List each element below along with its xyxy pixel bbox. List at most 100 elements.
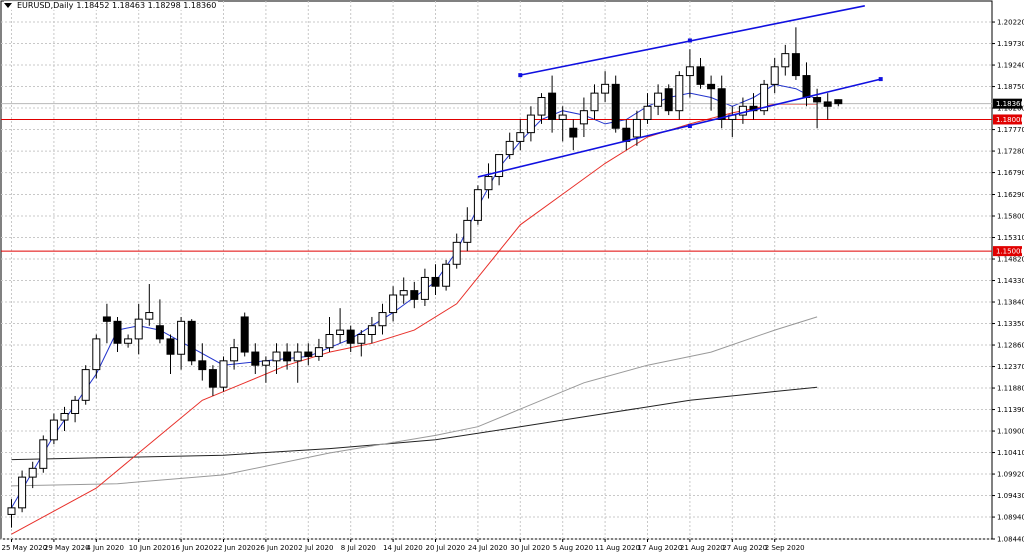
candle <box>134 303 143 355</box>
candle <box>707 75 716 111</box>
candle-body-bull <box>558 114 567 120</box>
candle-body-bull <box>505 140 514 156</box>
candle <box>81 365 90 405</box>
candle-body-bull <box>357 333 366 344</box>
candle-body-bear <box>834 99 843 105</box>
candle-body-bull <box>526 114 535 134</box>
time-tick-label: 11 Aug 2020 <box>595 544 640 552</box>
candle-body-bull <box>389 294 398 314</box>
candle-body-bear <box>548 92 557 120</box>
candle-body-bull <box>685 66 694 77</box>
candle-body-bear <box>155 325 164 340</box>
price-tick-label: 1.13840 <box>997 299 1024 307</box>
plot-frame <box>0 0 993 540</box>
candle <box>177 316 186 370</box>
candle-body-bear <box>696 66 705 85</box>
current-price-badge: 1.18360 <box>993 98 1024 109</box>
candle-body-bull <box>463 219 472 243</box>
candle-body-bull <box>272 351 281 362</box>
candle-body-bear <box>611 83 620 129</box>
badge-label: 1.15000 <box>996 248 1024 256</box>
candle <box>526 106 535 142</box>
dropdown-triangle-icon[interactable] <box>4 3 12 8</box>
candle <box>601 71 610 102</box>
candle <box>198 343 207 381</box>
candle-body-bull <box>293 351 302 362</box>
candle-body-bull <box>537 97 546 116</box>
candle-body-bull <box>367 325 376 335</box>
price-tick-label: 1.17770 <box>997 126 1024 134</box>
candle-body-bull <box>177 320 186 355</box>
ohlc-values: 1.18452 1.18463 1.18298 1.18360 <box>76 1 217 10</box>
candle <box>102 303 111 344</box>
candle-body-bear <box>410 290 419 300</box>
candle <box>537 93 546 124</box>
candle-body-bull <box>18 476 27 509</box>
candle <box>49 413 58 445</box>
candle <box>654 84 663 116</box>
price-tick-label: 1.10410 <box>997 449 1024 457</box>
candle-body-bear <box>569 127 578 138</box>
candle <box>357 330 366 357</box>
candle <box>505 132 514 159</box>
candle-body-bear <box>208 369 217 388</box>
ma-slow-line <box>11 316 818 487</box>
candle-body-bull <box>39 439 48 469</box>
candle <box>166 334 175 374</box>
time-tick-label: 8 Jul 2020 <box>341 544 376 552</box>
candle-body-bull <box>399 290 408 296</box>
candle-body-bear <box>707 83 716 90</box>
candle <box>293 343 302 383</box>
candle-body-bear <box>283 351 292 362</box>
candle-body-bull <box>675 75 684 112</box>
channel-anchor-handle <box>687 124 692 129</box>
price-tick-label: 1.17280 <box>997 148 1024 156</box>
candle-body-bull <box>579 110 588 125</box>
badge-background <box>993 98 1022 109</box>
candle-body-bull <box>81 369 90 401</box>
candle <box>696 58 705 89</box>
trend-channel[interactable] <box>477 5 883 178</box>
candle-body-bull <box>314 347 323 357</box>
candle <box>230 338 239 370</box>
candle-body-bull <box>336 329 345 335</box>
candle-body-bull <box>261 360 270 366</box>
candle <box>590 84 599 120</box>
price-tick-label: 1.14330 <box>997 277 1024 285</box>
candle-body-bear <box>304 351 313 357</box>
candle-body-bull <box>654 92 663 107</box>
candle <box>18 470 27 513</box>
candle-body-bull <box>7 507 16 515</box>
candle-body-bull <box>124 338 133 344</box>
candle <box>452 233 461 269</box>
candle <box>145 284 154 326</box>
candle <box>495 154 504 186</box>
candle <box>155 299 164 344</box>
chart-header: EURUSD,Daily 1.18452 1.18463 1.18298 1.1… <box>4 1 219 10</box>
candle <box>261 356 270 383</box>
candle <box>28 461 37 489</box>
candle-body-bull <box>590 92 599 112</box>
channel-anchor-handle <box>878 77 883 82</box>
candle-body-bear <box>198 360 207 371</box>
candle-body-bull <box>71 399 80 414</box>
candle <box>760 79 769 116</box>
candle <box>643 93 652 124</box>
candle <box>685 49 694 98</box>
price-tick-label: 1.09430 <box>997 492 1024 500</box>
badge-background <box>993 114 1022 125</box>
candle-body-bull <box>60 412 69 421</box>
candle-body-bull <box>230 347 239 362</box>
time-tick-label: 25 May 2020 <box>2 544 48 552</box>
price-tick-label: 1.18750 <box>997 83 1024 91</box>
candle <box>389 286 398 322</box>
candle <box>208 365 217 396</box>
candle-body-bear <box>802 75 811 99</box>
candle <box>71 395 80 423</box>
candle-body-bull <box>420 276 429 300</box>
channel-anchor-handle <box>518 73 523 78</box>
price-tick-label: 1.16290 <box>997 191 1024 199</box>
candle <box>304 343 313 366</box>
candle-body-bull <box>632 118 641 138</box>
